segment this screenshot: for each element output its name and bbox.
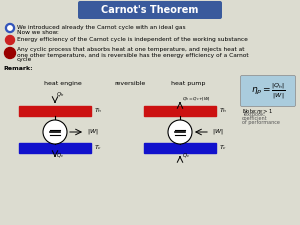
Text: one other temperature, and is reversible has the energy efficiency of a Carnot: one other temperature, and is reversible… bbox=[17, 52, 249, 58]
Text: coefficient: coefficient bbox=[242, 116, 268, 121]
Text: $Q_h$: $Q_h$ bbox=[56, 90, 65, 99]
FancyBboxPatch shape bbox=[78, 1, 222, 19]
Bar bbox=[19, 106, 91, 116]
Bar bbox=[19, 143, 91, 153]
Circle shape bbox=[5, 23, 14, 32]
Bar bbox=[144, 143, 216, 153]
Text: $|W|$: $|W|$ bbox=[87, 128, 99, 137]
Text: $T_c$: $T_c$ bbox=[219, 144, 227, 153]
Text: Energy efficiency of the Carnot cycle is independent of the working substance: Energy efficiency of the Carnot cycle is… bbox=[17, 38, 248, 43]
Text: Remark:: Remark: bbox=[3, 65, 33, 70]
Circle shape bbox=[4, 47, 16, 59]
Text: $\eta_P = \frac{|Q_h|}{|W|}$: $\eta_P = \frac{|Q_h|}{|W|}$ bbox=[250, 81, 286, 101]
Text: of performance: of performance bbox=[242, 120, 280, 125]
FancyBboxPatch shape bbox=[241, 76, 296, 106]
Text: $T_c$: $T_c$ bbox=[94, 144, 102, 153]
Text: reversible: reversible bbox=[114, 81, 146, 86]
Text: heat pump: heat pump bbox=[171, 81, 205, 86]
Text: heat engine: heat engine bbox=[44, 81, 82, 86]
Text: $T_h$: $T_h$ bbox=[94, 107, 102, 115]
Text: Now we show:: Now we show: bbox=[17, 31, 59, 36]
Text: $T_h$: $T_h$ bbox=[219, 107, 227, 115]
Circle shape bbox=[5, 36, 14, 45]
Text: $Q_h{=}Q_c{+}|W|$: $Q_h{=}Q_c{+}|W|$ bbox=[182, 96, 210, 103]
Bar bbox=[144, 106, 216, 116]
Circle shape bbox=[8, 26, 12, 30]
Text: Any cyclic process that absorbs heat at one temperature, and rejects heat at: Any cyclic process that absorbs heat at … bbox=[17, 47, 244, 52]
Circle shape bbox=[168, 120, 192, 144]
Text: cycle: cycle bbox=[17, 58, 32, 63]
Text: Carnot's Theorem: Carnot's Theorem bbox=[101, 5, 199, 15]
Circle shape bbox=[43, 120, 67, 144]
Text: We introduced already the Carnot cycle with an ideal gas: We introduced already the Carnot cycle w… bbox=[17, 25, 186, 29]
Text: $Q_c$: $Q_c$ bbox=[182, 151, 190, 160]
Text: $Q_c$: $Q_c$ bbox=[56, 151, 64, 160]
Text: Textbook:: Textbook: bbox=[242, 112, 266, 117]
Text: Note:$\eta_P>1$: Note:$\eta_P>1$ bbox=[242, 107, 273, 116]
Text: $|W|$: $|W|$ bbox=[212, 128, 224, 137]
